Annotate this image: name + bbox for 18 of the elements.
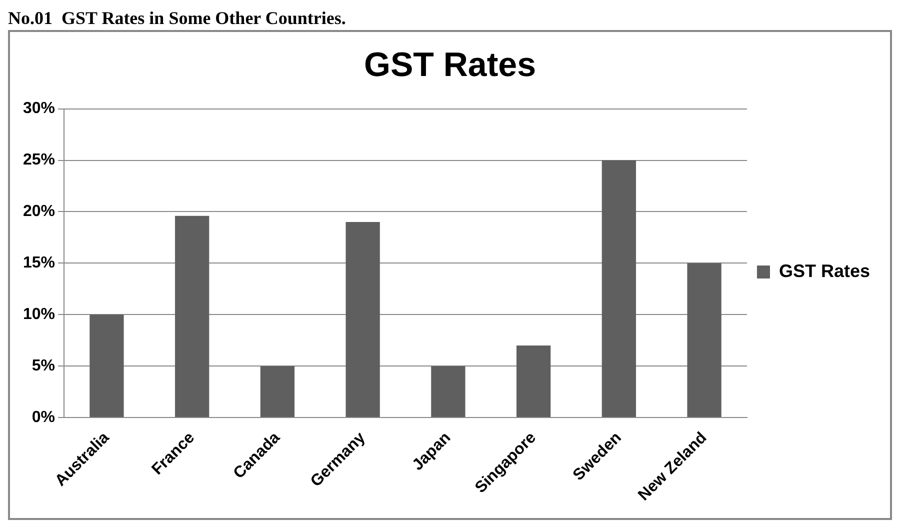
- y-tick-label: 0%: [32, 408, 56, 426]
- bar: [431, 366, 466, 418]
- y-tick-label: 10%: [22, 306, 56, 324]
- bar: [346, 222, 380, 418]
- y-tick-label: 25%: [22, 152, 56, 169]
- bar: [260, 366, 295, 418]
- bar: [687, 263, 722, 418]
- bar: [602, 160, 636, 418]
- text: No.01 GST Rates in Some Other Countries.: [8, 8, 347, 28]
- chart-title: GST Rates: [364, 46, 536, 84]
- bar: [516, 346, 551, 418]
- bar: [175, 216, 210, 418]
- legend-label: GST Rates: [778, 260, 870, 281]
- y-tick-label: 30%: [22, 100, 56, 118]
- y-tick-label: 15%: [22, 254, 56, 272]
- y-tick-label: 20%: [22, 203, 56, 220]
- bar: [90, 314, 124, 418]
- y-tick-label: 5%: [32, 358, 56, 375]
